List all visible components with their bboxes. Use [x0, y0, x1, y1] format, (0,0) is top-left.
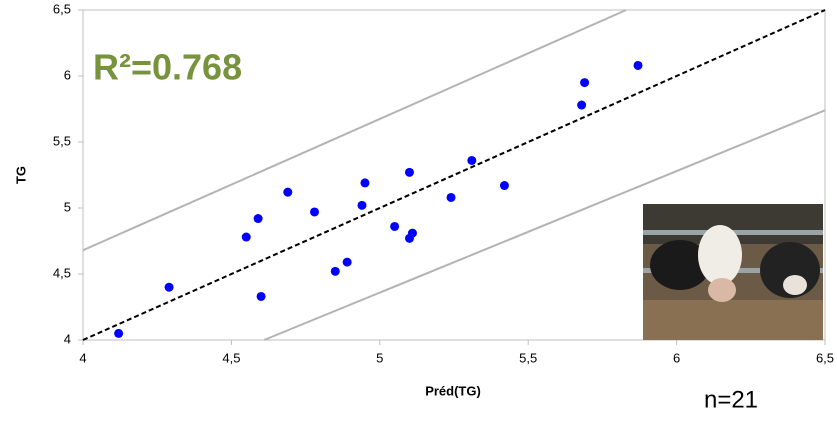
point [467, 155, 477, 165]
point [310, 207, 320, 217]
point [633, 60, 643, 70]
point [164, 282, 174, 292]
point [253, 214, 263, 224]
y-tick-label: 5,5 [53, 133, 71, 148]
y-tick-label: 6,5 [53, 1, 71, 16]
point [283, 187, 293, 197]
point [577, 100, 587, 110]
point [342, 257, 352, 267]
cow-photo [643, 204, 823, 340]
point [446, 192, 456, 202]
point [114, 328, 124, 338]
point [256, 291, 266, 301]
bound-line [82, 9, 627, 252]
y-tick-label: 4,5 [53, 265, 71, 280]
x-axis-label: Préd(TG) [425, 383, 481, 398]
point [580, 78, 590, 88]
y-axis-label: TG [13, 166, 28, 184]
x-tick-label: 4 [79, 350, 86, 365]
point [390, 221, 400, 231]
x-tick-label: 6 [673, 350, 680, 365]
point [357, 200, 367, 210]
x-tick-label: 5 [376, 350, 383, 365]
point [360, 178, 370, 188]
identity-line [82, 9, 826, 341]
bound-line [263, 109, 826, 341]
point [241, 232, 251, 242]
n-annotation: n=21 [704, 386, 758, 413]
r2-annotation: R²=0.768 [93, 47, 242, 88]
plot-frame [82, 9, 826, 341]
y-tick-label: 4 [64, 331, 71, 346]
y-tick-label: 6 [64, 67, 71, 82]
point [407, 228, 417, 238]
point [499, 181, 509, 191]
x-tick-label: 5,5 [519, 350, 537, 365]
point [404, 167, 414, 177]
x-tick-label: 6,5 [816, 350, 834, 365]
y-tick-label: 5 [64, 199, 71, 214]
point [330, 266, 340, 276]
x-tick-label: 4,5 [222, 350, 240, 365]
